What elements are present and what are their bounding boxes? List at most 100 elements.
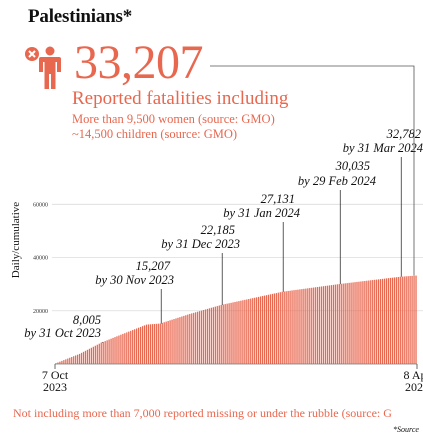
daily-bar (171, 319, 173, 364)
daily-bar (69, 357, 71, 364)
y-axis-label: Daily/cumulative (10, 202, 22, 278)
daily-bar (364, 280, 366, 364)
daily-bar (106, 340, 108, 364)
daily-bar (305, 288, 307, 364)
daily-bar (73, 356, 75, 364)
person-head (45, 46, 55, 56)
daily-bar (383, 278, 386, 364)
daily-bar (248, 299, 250, 364)
annotation-value: 30,035 (335, 159, 370, 173)
daily-bar (242, 300, 244, 364)
daily-bar (244, 299, 246, 364)
daily-bar (234, 301, 236, 364)
daily-bar (128, 331, 130, 364)
daily-bar (200, 310, 203, 364)
daily-bar (122, 333, 124, 364)
daily-bar (177, 317, 179, 364)
daily-bar (411, 275, 413, 364)
daily-bar (238, 301, 240, 364)
daily-bar (356, 281, 358, 364)
daily-bar (230, 302, 232, 364)
daily-bar (114, 337, 116, 364)
daily-bar (75, 355, 77, 364)
daily-bar (336, 284, 338, 364)
daily-bar (197, 311, 199, 364)
daily-bar (315, 287, 317, 364)
daily-bar (110, 338, 112, 364)
daily-bar (358, 281, 360, 364)
daily-bar (179, 317, 181, 364)
daily-bar (181, 316, 183, 364)
daily-bar (332, 284, 335, 364)
daily-bar (90, 347, 93, 364)
daily-bar (334, 284, 336, 364)
daily-bar (61, 360, 63, 364)
person-with-x-icon (25, 46, 61, 89)
daily-bar (413, 275, 415, 364)
daily-bar (195, 312, 197, 364)
y-tick-label: 20000 (33, 309, 48, 315)
daily-bar (191, 313, 193, 364)
daily-bar (139, 326, 142, 364)
daily-bar (104, 341, 106, 364)
daily-bar (183, 315, 185, 364)
daily-bar (399, 276, 401, 364)
annotation-value: 27,131 (261, 192, 295, 206)
daily-bar (246, 299, 248, 364)
daily-bar (212, 307, 215, 364)
daily-bar (342, 283, 344, 364)
daily-bar (307, 288, 309, 364)
daily-bar (254, 297, 256, 364)
daily-bar (360, 281, 362, 364)
daily-bar (362, 281, 364, 364)
daily-bar (405, 276, 407, 364)
daily-bar (108, 339, 110, 364)
daily-bar (340, 283, 342, 364)
daily-bar (137, 327, 140, 364)
daily-bar (71, 357, 73, 364)
daily-bar (289, 290, 291, 364)
daily-bar (287, 290, 289, 364)
annotation-value: 32,782 (386, 127, 421, 141)
annotation-label: by 31 Oct 2023 (24, 326, 101, 340)
daily-bar (409, 276, 411, 364)
daily-bar (275, 293, 277, 364)
daily-bar (328, 285, 331, 364)
daily-bar (258, 296, 260, 364)
women-note: More than 9,500 women (source: GMO) (72, 112, 275, 126)
daily-bar (173, 319, 175, 364)
daily-bar (92, 346, 94, 364)
daily-bar (240, 300, 242, 364)
daily-bar (309, 288, 311, 364)
daily-bar (218, 305, 220, 364)
daily-bar (67, 358, 69, 364)
total-label: Reported fatalities including (72, 88, 289, 109)
x-tick-label: 8 Apr (404, 368, 423, 382)
daily-bar (80, 352, 83, 364)
daily-bar (366, 280, 368, 364)
daily-bar (236, 301, 238, 364)
daily-bar (281, 291, 283, 364)
daily-bar (118, 335, 120, 364)
daily-bar (98, 343, 100, 364)
daily-bar (354, 282, 356, 364)
daily-bar (352, 282, 354, 364)
daily-bar (214, 306, 216, 364)
daily-bar (415, 275, 417, 364)
daily-bar (273, 293, 275, 364)
daily-bar (88, 348, 91, 364)
annotation-label: by 31 Jan 2024 (223, 206, 300, 220)
daily-bar (376, 279, 378, 364)
daily-bar (86, 349, 89, 364)
daily-bar (228, 303, 230, 364)
daily-bar (84, 350, 87, 364)
daily-bar (370, 280, 372, 364)
daily-bar (102, 341, 104, 364)
daily-bar (132, 330, 134, 364)
daily-bar (317, 286, 319, 364)
daily-bar (149, 324, 152, 364)
daily-bar (100, 342, 102, 364)
daily-bar (311, 287, 313, 364)
daily-bar (193, 312, 195, 364)
